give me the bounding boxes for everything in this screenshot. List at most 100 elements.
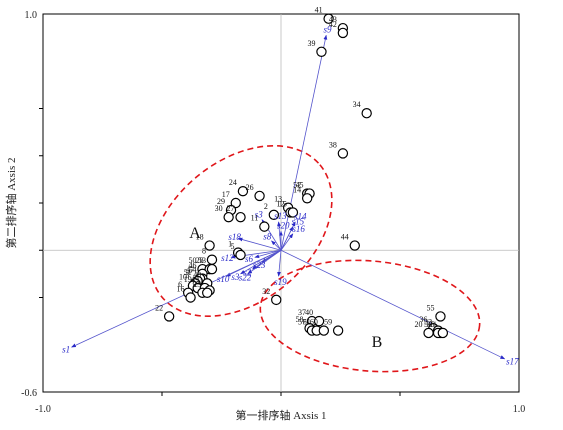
vector-arrow bbox=[254, 249, 282, 259]
sample-label: 41 bbox=[315, 6, 323, 15]
vector-label: s17 bbox=[506, 357, 519, 367]
sample-label: 33 bbox=[424, 318, 432, 327]
vector-arrow bbox=[280, 226, 294, 251]
vector-arrow bbox=[280, 249, 506, 360]
y-tick-label: 1.0 bbox=[25, 10, 38, 21]
group-label-b: B bbox=[372, 334, 383, 351]
sample-point bbox=[254, 190, 265, 202]
sample-point bbox=[259, 221, 270, 232]
sample-point bbox=[204, 240, 215, 251]
sample-label: 17 bbox=[222, 190, 230, 199]
vector-label: s13 bbox=[274, 211, 287, 221]
vector-arrow bbox=[271, 240, 282, 251]
sample-label: 32 bbox=[262, 287, 270, 296]
sample-label: 43 bbox=[329, 15, 337, 24]
vector-label: s10 bbox=[217, 274, 230, 284]
sample-label: 1 bbox=[228, 240, 232, 249]
vector-label: s23 bbox=[253, 260, 266, 270]
sample-label: 20 bbox=[415, 320, 423, 329]
sample-label: 38 bbox=[329, 140, 337, 149]
sample-point bbox=[235, 211, 246, 223]
sample-point bbox=[206, 254, 218, 265]
sample-point bbox=[237, 185, 249, 197]
sample-label: 3 bbox=[185, 270, 189, 279]
sample-label: 18 bbox=[196, 233, 204, 242]
sample-label: 24 bbox=[229, 178, 237, 187]
vector-label: s9 bbox=[323, 24, 332, 34]
x-tick-label: -1.0 bbox=[35, 404, 51, 415]
sample-label: 26 bbox=[246, 183, 254, 192]
species-vectors bbox=[71, 34, 506, 360]
sample-label: 8 bbox=[202, 247, 206, 256]
x-tick-label: 1.0 bbox=[513, 404, 526, 415]
sample-label: 28 bbox=[196, 256, 204, 265]
vector-label: s8 bbox=[263, 232, 272, 242]
sample-label: 47 bbox=[186, 266, 194, 275]
vector-label: s14 bbox=[294, 212, 307, 222]
sample-label: 31 bbox=[196, 277, 204, 286]
sample-point bbox=[423, 327, 434, 339]
sample-label: 15 bbox=[279, 199, 287, 208]
sample-label: 29 bbox=[217, 197, 225, 206]
sample-point bbox=[230, 197, 241, 209]
sample-label: 53 bbox=[198, 256, 206, 265]
sample-point bbox=[223, 211, 234, 223]
sample-point bbox=[163, 311, 175, 322]
group-b-ellipse bbox=[259, 259, 481, 373]
sample-label: 35 bbox=[426, 320, 434, 329]
sample-point bbox=[206, 263, 218, 275]
vector-label: s19 bbox=[274, 277, 287, 287]
y-axis-title: 第二排序轴 Axsis 2 bbox=[4, 157, 18, 248]
sample-label: 10 bbox=[179, 273, 187, 282]
sample-point bbox=[235, 249, 246, 261]
vector-label: s3 bbox=[231, 272, 240, 282]
sample-label: 42 bbox=[329, 20, 337, 29]
sample-label: 54 bbox=[188, 266, 196, 275]
sample-label: 13 bbox=[274, 195, 282, 204]
sample-label: 36 bbox=[419, 315, 427, 324]
vector-label: s3 bbox=[255, 209, 264, 219]
sample-point bbox=[361, 108, 372, 119]
sample-label: 6 bbox=[178, 280, 182, 289]
sample-label: 5 bbox=[231, 242, 235, 251]
sample-point bbox=[349, 240, 360, 251]
sample-label: 14 bbox=[293, 185, 301, 194]
sample-label: 22 bbox=[155, 303, 163, 312]
vector-arrow bbox=[280, 233, 294, 251]
sample-label: 48 bbox=[193, 270, 201, 279]
vector-label: s16 bbox=[292, 224, 305, 234]
sample-label: 23 bbox=[193, 280, 201, 289]
sample-label: 56 bbox=[424, 320, 432, 329]
sample-label: 34 bbox=[353, 100, 361, 109]
sample-label: 39 bbox=[307, 39, 315, 48]
vector-label: s22 bbox=[239, 272, 252, 282]
sample-point bbox=[323, 13, 334, 24]
sample-label: 46 bbox=[188, 261, 196, 270]
sample-point bbox=[202, 287, 213, 298]
vector-label: s20 bbox=[277, 220, 290, 230]
sample-point bbox=[332, 325, 344, 336]
sample-label: 44 bbox=[341, 233, 349, 242]
sample-point bbox=[301, 193, 313, 204]
vector-arrow bbox=[277, 250, 282, 277]
sample-label: 55 bbox=[426, 303, 434, 312]
vector-label: s2 bbox=[243, 267, 252, 277]
sample-label: 45 bbox=[296, 181, 304, 190]
vector-arrow bbox=[247, 249, 282, 275]
vector-arrow bbox=[71, 249, 282, 348]
sample-label: 19 bbox=[184, 275, 192, 284]
sample-label: 61 bbox=[303, 318, 311, 327]
group-ellipses bbox=[149, 145, 481, 373]
sample-point bbox=[316, 46, 327, 58]
vector-arrow bbox=[240, 249, 282, 275]
vector-arrow bbox=[237, 237, 282, 251]
sample-label: 59 bbox=[324, 318, 332, 327]
sample-points bbox=[163, 13, 449, 339]
sample-point bbox=[185, 292, 196, 303]
sample-label: 21 bbox=[429, 320, 437, 329]
vector-label: s12 bbox=[221, 253, 234, 263]
sample-label: 9 bbox=[192, 280, 196, 289]
sample-label: 51 bbox=[184, 268, 192, 277]
